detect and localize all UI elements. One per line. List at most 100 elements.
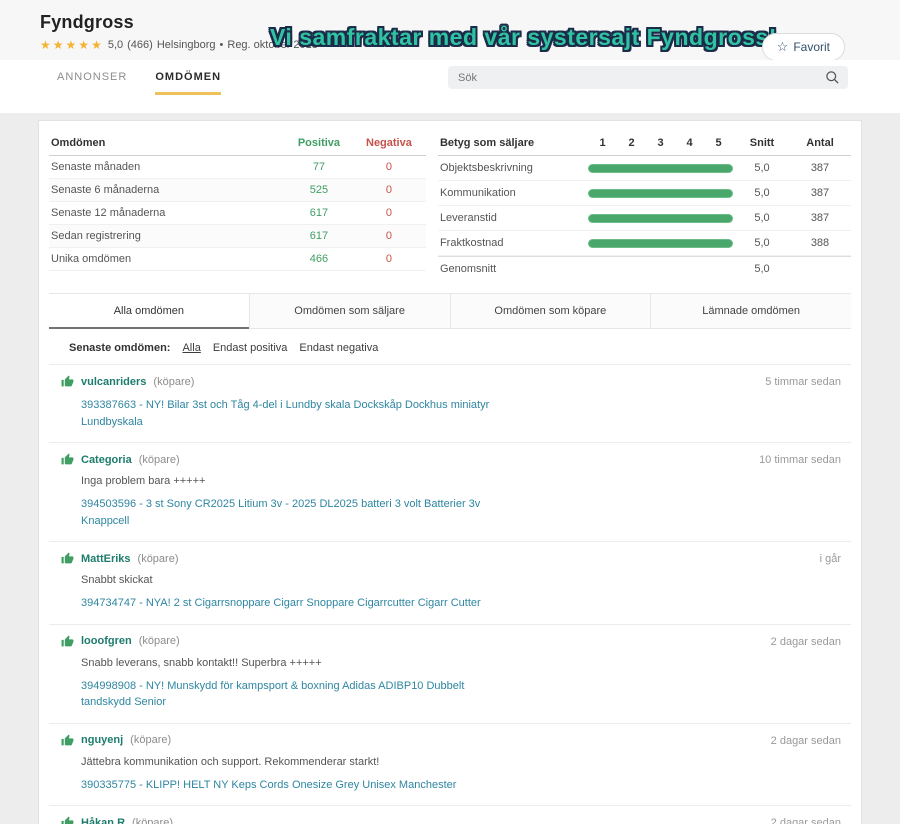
review-role: (köpare) — [138, 635, 180, 647]
review-header: MattEriks (köpare) — [61, 552, 841, 565]
profile-header: Fyndgross ★★★★★ 5,0 (466) Helsingborg • … — [0, 0, 900, 61]
review-item: nguyenj (köpare) 2 dagar sedan Jättebra … — [49, 722, 851, 806]
review-header: Categoria (köpare) — [61, 453, 841, 466]
negative-count[interactable]: 0 — [385, 207, 392, 219]
reviews-card: Omdömen Positiva Negativa Senaste månade… — [38, 120, 862, 824]
nav-spacer — [0, 95, 900, 113]
review-timestamp: 2 dagar sedan — [770, 734, 841, 747]
filter-option[interactable]: Endast positiva — [212, 342, 288, 354]
search-input[interactable] — [448, 66, 848, 89]
star-icon: ★ — [65, 38, 79, 52]
review-counts-table: Omdömen Positiva Negativa Senaste månade… — [49, 131, 426, 281]
filter-option[interactable]: Endast negativa — [299, 342, 379, 354]
review-item-link[interactable]: 390335775 - KLIPP! HELT NY Keps Cords On… — [81, 778, 457, 791]
main-content: Omdömen Positiva Negativa Senaste månade… — [0, 113, 900, 824]
negative-count[interactable]: 0 — [385, 161, 392, 173]
column-header-positive: Positiva — [297, 137, 341, 149]
search-bar — [448, 66, 848, 89]
review-item: Categoria (köpare) 10 timmar sedan Inga … — [49, 442, 851, 541]
review-timestamp: 5 timmar sedan — [765, 376, 841, 388]
page-title: Fyndgross — [40, 12, 134, 32]
review-tab[interactable]: Lämnade omdömen — [650, 294, 851, 329]
review-item: looofgren (köpare) 2 dagar sedan Snabb l… — [49, 623, 851, 723]
seller-ratings-table: Betyg som säljare 1 2 3 4 5 Snitt Antal … — [437, 131, 851, 281]
row-label: Sedan registrering — [51, 230, 141, 242]
thumbs-up-icon — [61, 816, 74, 824]
table-row: Senaste 6 månaderna 525 0 — [49, 179, 426, 202]
table-row: Sedan registrering 617 0 — [49, 225, 426, 248]
review-item: vulcanriders (köpare) 5 timmar sedan 393… — [49, 364, 851, 442]
review-header: nguyenj (köpare) — [61, 734, 841, 747]
negative-count[interactable]: 0 — [385, 230, 392, 242]
star-icon: ★ — [78, 38, 92, 52]
review-tab[interactable]: Omdömen som säljare — [248, 294, 450, 329]
star-outline-icon: ☆ — [776, 39, 789, 54]
review-username[interactable]: MattEriks — [81, 552, 131, 565]
filter-option[interactable]: Alla — [182, 342, 201, 354]
star-icon: ★ — [40, 38, 53, 52]
column-header: Betyg som säljare — [439, 137, 535, 149]
thumbs-up-icon — [61, 453, 74, 465]
review-item-link[interactable]: 394998908 - NY! Munskydd för kampsport &… — [81, 679, 465, 709]
rating-average: 5,0 — [754, 187, 770, 199]
review-username[interactable]: looofgren — [81, 635, 132, 647]
review-username[interactable]: nguyenj — [81, 734, 124, 746]
column-header: Omdömen — [51, 137, 106, 149]
row-label: Kommunikation — [439, 187, 516, 199]
review-item: Håkan.R (köpare) 2 dagar sedan Mycket sn… — [49, 805, 851, 824]
stats-section: Omdömen Positiva Negativa Senaste månade… — [49, 131, 851, 281]
positive-count[interactable]: 77 — [312, 161, 326, 173]
row-label: Leveranstid — [439, 212, 497, 224]
review-item-link[interactable]: 393387663 - NY! Bilar 3st och Tåg 4-del … — [81, 399, 490, 428]
review-item: MattEriks (köpare) i går Snabbt skickat … — [49, 541, 851, 624]
rating-count: 388 — [810, 237, 830, 249]
table-header-row: Omdömen Positiva Negativa — [49, 131, 426, 156]
review-item-link[interactable]: 394503596 - 3 st Sony CR2025 Litium 3v -… — [81, 498, 481, 527]
scale-2: 2 — [628, 137, 635, 149]
search-icon[interactable] — [825, 70, 840, 85]
table-row: Unika omdömen 466 0 — [49, 248, 426, 271]
nav-tab[interactable]: OMDÖMEN — [155, 60, 222, 95]
promo-banner: Vi samfraktar med vår systersajt Fyndgro… — [270, 24, 777, 50]
positive-count[interactable]: 466 — [309, 253, 329, 265]
review-username[interactable]: Håkan.R — [81, 816, 126, 824]
filter-options: Alla Endast positiva Endast negativa — [182, 342, 378, 354]
rating-count: (466) — [127, 39, 153, 51]
review-header: vulcanriders (köpare) — [61, 375, 841, 388]
row-label: Objektsbeskrivning — [439, 162, 533, 174]
review-timestamp: 2 dagar sedan — [770, 635, 841, 648]
scale-1: 1 — [599, 137, 606, 149]
review-item-link[interactable]: 394734747 - NYA! 2 st Cigarrsnoppare Cig… — [81, 597, 481, 609]
nav-tabs: ANNONSER OMDÖMEN — [57, 60, 249, 95]
reviews-list: vulcanriders (köpare) 5 timmar sedan 393… — [49, 364, 851, 824]
negative-count[interactable]: 0 — [385, 184, 392, 196]
rating-bar-track — [588, 238, 733, 248]
rating-bar — [588, 238, 733, 248]
nav-tab[interactable]: ANNONSER — [57, 71, 128, 83]
review-username[interactable]: vulcanriders — [81, 375, 147, 388]
scale-5: 5 — [715, 137, 722, 149]
separator-dot: • — [219, 39, 224, 51]
row-label: Fraktkostnad — [439, 237, 504, 249]
scale-3: 3 — [657, 137, 664, 149]
table-body: Senaste månaden 77 0 Senaste 6 månaderna… — [49, 156, 426, 271]
row-label: Senaste månaden — [51, 161, 141, 173]
star-icon: ★ — [91, 38, 104, 52]
positive-count[interactable]: 617 — [309, 230, 329, 242]
thumbs-up-icon — [61, 375, 74, 387]
favorite-button[interactable]: ☆ Favorit — [761, 33, 845, 61]
positive-count[interactable]: 525 — [309, 184, 329, 196]
table-row: Senaste 12 månaderna 617 0 — [49, 202, 426, 225]
rating-bar — [588, 163, 733, 173]
review-tab[interactable]: Omdömen som köpare — [449, 294, 651, 329]
negative-count[interactable]: 0 — [385, 253, 392, 265]
column-header-snitt: Snitt — [749, 137, 775, 149]
review-tab[interactable]: Alla omdömen — [49, 294, 249, 329]
table-header-row: Betyg som säljare 1 2 3 4 5 Snitt Antal — [437, 131, 851, 156]
positive-count[interactable]: 617 — [309, 207, 329, 219]
table-row: Senaste månaden 77 0 — [49, 156, 426, 179]
scale-4: 4 — [686, 137, 693, 149]
rating-bar-track — [588, 213, 733, 223]
review-header: Håkan.R (köpare) — [61, 816, 841, 824]
review-username[interactable]: Categoria — [81, 453, 132, 466]
